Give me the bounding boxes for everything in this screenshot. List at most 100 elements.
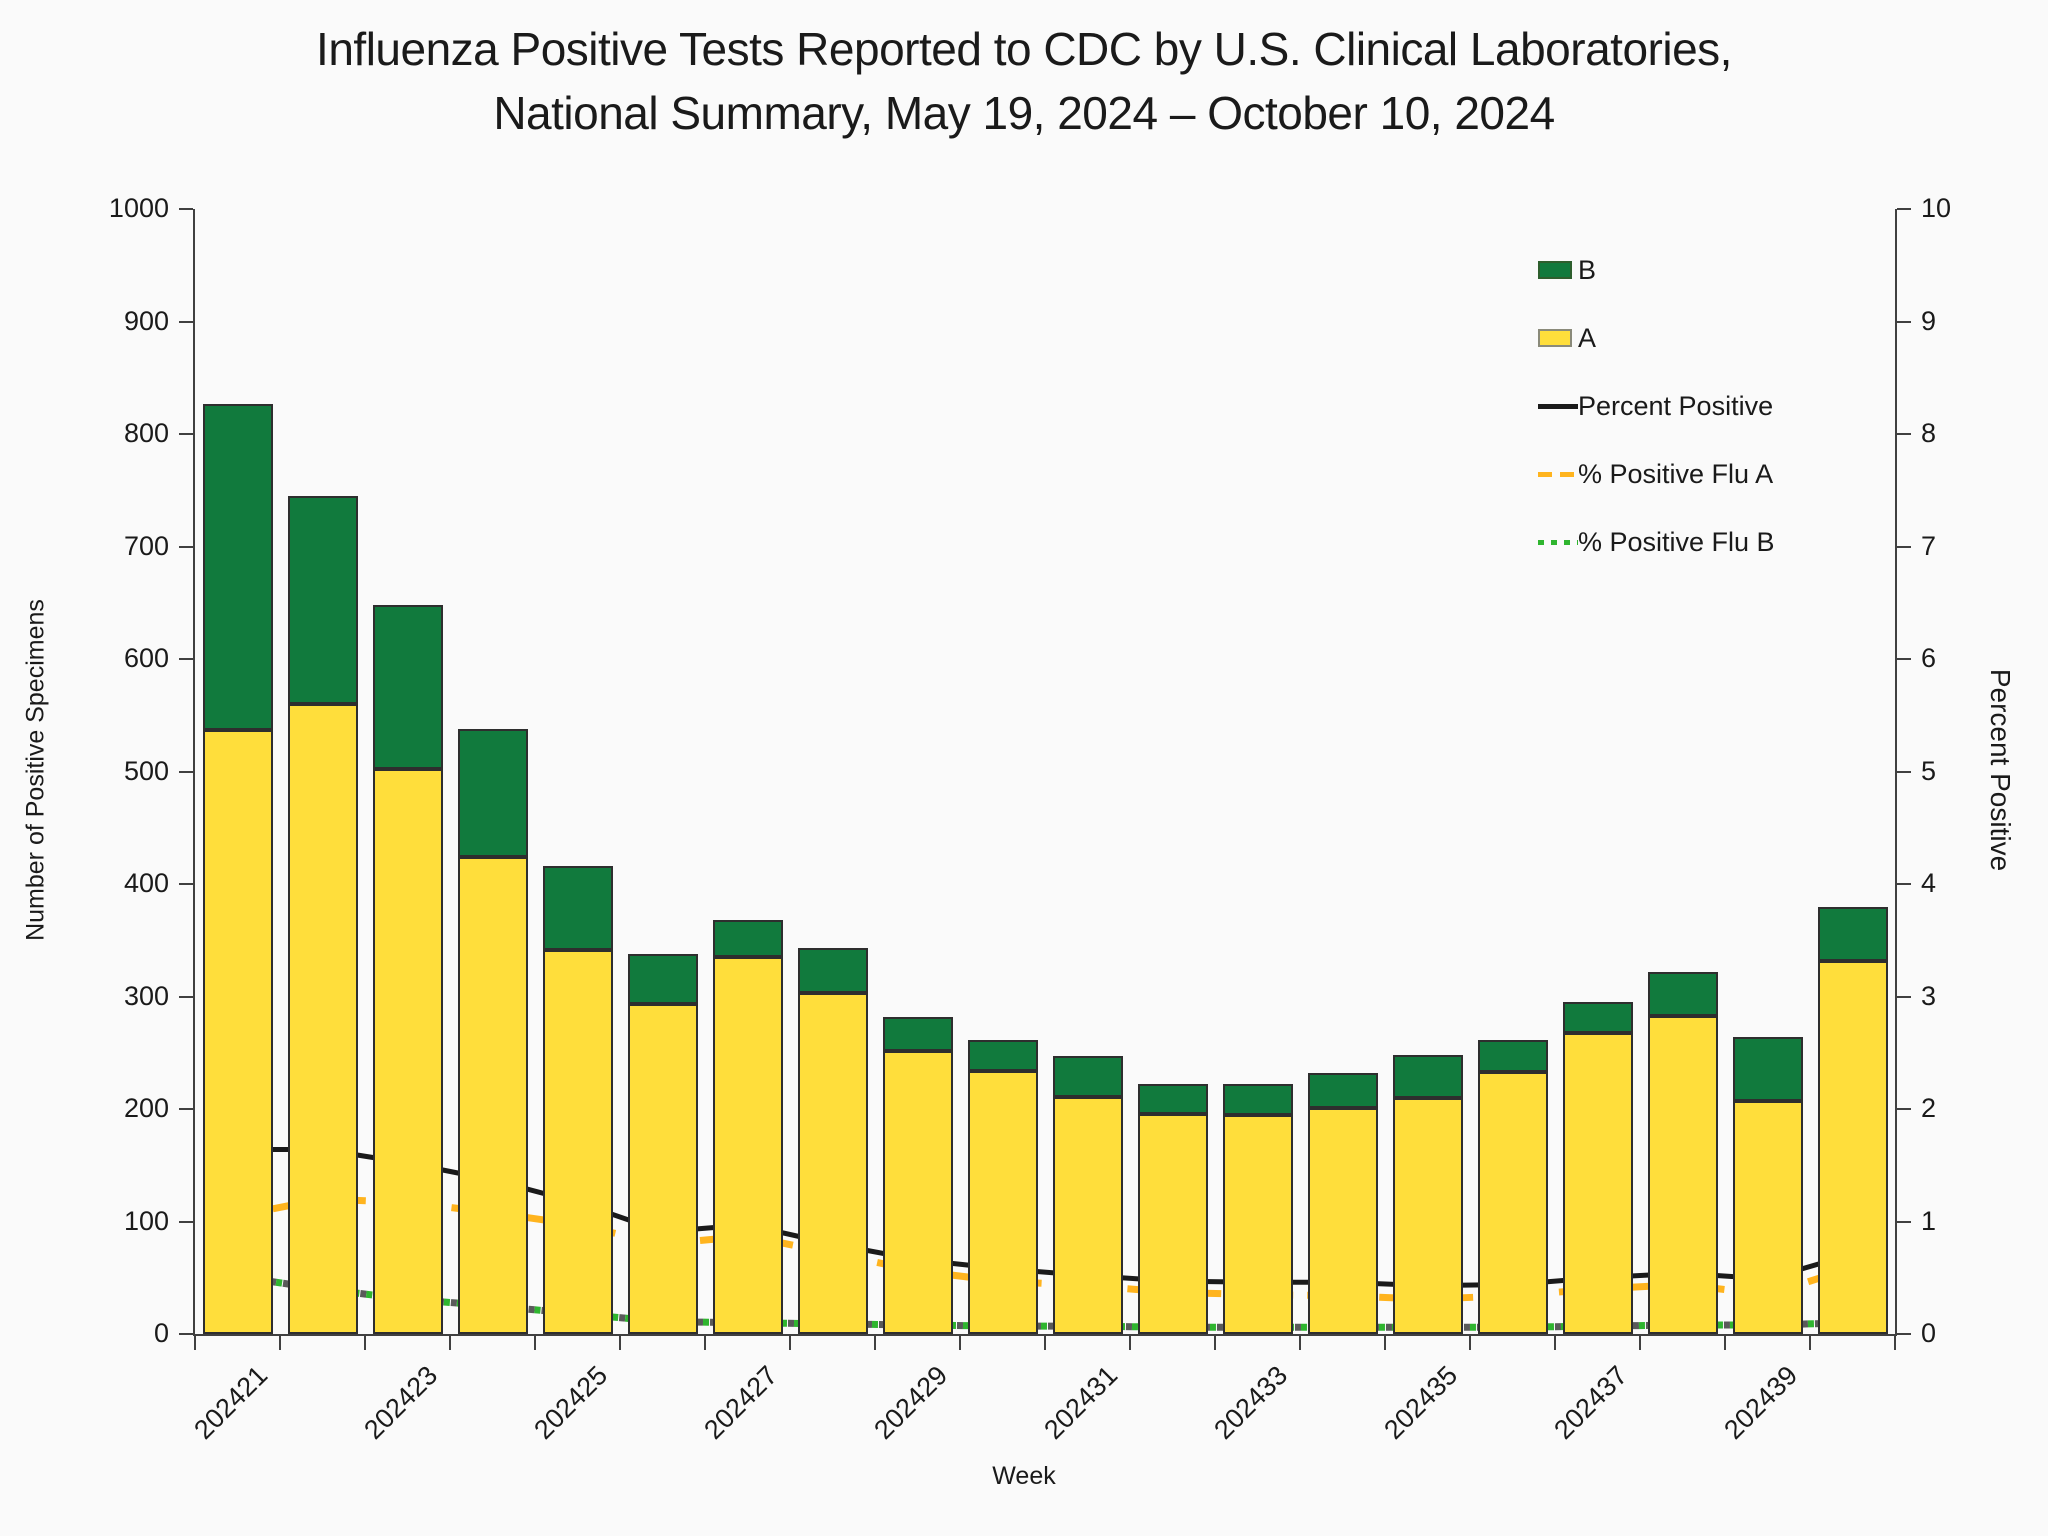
legend-item: % Positive Flu A [1538,440,1775,508]
chart-title-line2: National Summary, May 19, 2024 – October… [493,87,1555,139]
bar-segment-flu-b [797,948,868,994]
x-axis-tick [1554,1336,1556,1350]
right-axis-tick-label: 1 [1921,1205,1937,1236]
bar-segment-flu-b [1477,1040,1548,1072]
legend-color-box [1538,329,1572,347]
bar-segment-flu-b [1817,906,1888,961]
left-axis-tick-label: 900 [123,305,169,336]
left-axis-tick-label: 100 [123,1205,169,1236]
left-axis-tick-label: 1000 [108,193,169,223]
x-axis-tick [619,1336,621,1350]
legend-color-box [1538,261,1572,279]
legend-line-icon [1538,395,1578,417]
x-axis-tick [1639,1336,1641,1350]
left-axis-tick [179,545,193,548]
right-axis-tick [1897,208,1911,210]
legend-label: % Positive Flu A [1578,458,1774,489]
bar-segment-flu-b [1052,1056,1123,1097]
bar-segment-flu-a [202,729,273,1334]
x-axis-tick [1044,1336,1046,1350]
left-axis-tick [179,1220,193,1223]
legend-line-sample [1538,472,1578,477]
bar-segment-flu-a [457,857,528,1334]
bar-segment-flu-b [1307,1073,1378,1108]
bar-segment-flu-a [1562,1032,1633,1334]
right-axis-tick-label: 5 [1921,755,1937,786]
left-axis-tick-label: 700 [123,530,169,561]
right-axis-tick [1897,883,1911,885]
right-axis-tick-label: 4 [1921,868,1937,898]
bar-segment-flu-a [712,957,783,1334]
left-axis-tick-label: 300 [123,980,169,1011]
right-axis-tick [1897,995,1911,998]
left-axis-tick [179,208,193,210]
right-axis-tick [1897,658,1911,660]
bar-segment-flu-b [1562,1002,1633,1033]
bar-segment-flu-a [1732,1101,1803,1334]
bar-segment-flu-a [1137,1113,1208,1334]
right-axis-tick-label: 0 [1921,1318,1937,1348]
bar-segment-flu-b [627,953,698,1005]
right-axis-tick [1897,545,1911,548]
legend-item: % Positive Flu B [1538,508,1775,576]
bar-segment-flu-a [1307,1107,1378,1334]
bar-segment-flu-b [202,403,273,730]
left-axis-tick-label: 500 [123,755,169,786]
bar-segment-flu-a [1392,1097,1463,1334]
left-axis-tick [179,433,193,435]
left-axis-tick-label: 200 [123,1093,169,1123]
bar-segment-flu-b [967,1040,1038,1071]
bar-segment-flu-a [1222,1114,1293,1334]
x-axis-title: Week [992,1462,1056,1490]
bar-segment-flu-b [1647,971,1718,1016]
left-axis-tick [179,320,193,323]
legend-label: Percent Positive [1578,390,1774,421]
bar-segment-flu-a [372,769,443,1334]
right-axis-line [1895,209,1897,1336]
right-axis-tick-label: 2 [1921,1093,1937,1123]
legend-label: % Positive Flu B [1578,526,1775,557]
left-axis-tick [179,1333,193,1335]
x-axis-line [193,1334,1897,1336]
legend-item: A [1538,304,1775,372]
bar-segment-flu-a [882,1050,953,1334]
left-axis-tick [179,770,193,773]
legend: B A Percent Positive % Positive Flu A % Posi… [1538,236,1775,576]
flu-b-percent-line [236,1273,1853,1331]
bar-segment-flu-b [542,866,613,951]
right-axis-tick-label: 9 [1921,305,1937,336]
legend-label: B [1578,254,1597,285]
left-axis-tick-label: 600 [123,643,169,673]
left-axis-tick [179,883,193,885]
bar-segment-flu-b [1222,1084,1293,1115]
right-axis-tick-label: 3 [1921,980,1937,1011]
left-axis-tick-label: 0 [153,1318,169,1348]
bar-segment-flu-a [627,1004,698,1334]
legend-item: Percent Positive [1538,372,1775,440]
x-axis-tick [1894,1336,1896,1350]
right-axis-tick-label: 6 [1921,643,1937,673]
x-axis-tick [1129,1336,1131,1350]
left-axis-tick [179,995,193,998]
x-axis-tick [1299,1336,1301,1350]
x-axis-tick [364,1336,366,1350]
right-axis-tick [1897,1220,1911,1223]
right-axis-tick [1897,433,1911,435]
left-axis-tick-label: 400 [123,868,169,898]
right-axis-tick [1897,770,1911,773]
x-axis-tick [1809,1336,1811,1350]
right-axis-tick-label: 8 [1921,418,1937,448]
legend-item: B [1538,236,1775,304]
bar-segment-flu-a [542,950,613,1334]
bar-segment-flu-a [1817,960,1888,1334]
x-axis-tick [789,1336,791,1350]
bar-segment-flu-b [882,1016,953,1051]
legend-line-icon [1538,531,1578,553]
x-axis-tick [194,1336,196,1350]
left-axis-tick [179,658,193,660]
left-axis-tick-label: 800 [123,418,169,448]
bar-segment-flu-b [1137,1084,1208,1114]
bar-segment-flu-b [712,920,783,958]
x-axis-tick [704,1336,706,1350]
